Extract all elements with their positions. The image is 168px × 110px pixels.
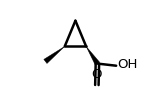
Text: O: O (92, 68, 102, 81)
Polygon shape (44, 46, 65, 63)
Text: OH: OH (117, 58, 138, 71)
Polygon shape (86, 46, 100, 65)
